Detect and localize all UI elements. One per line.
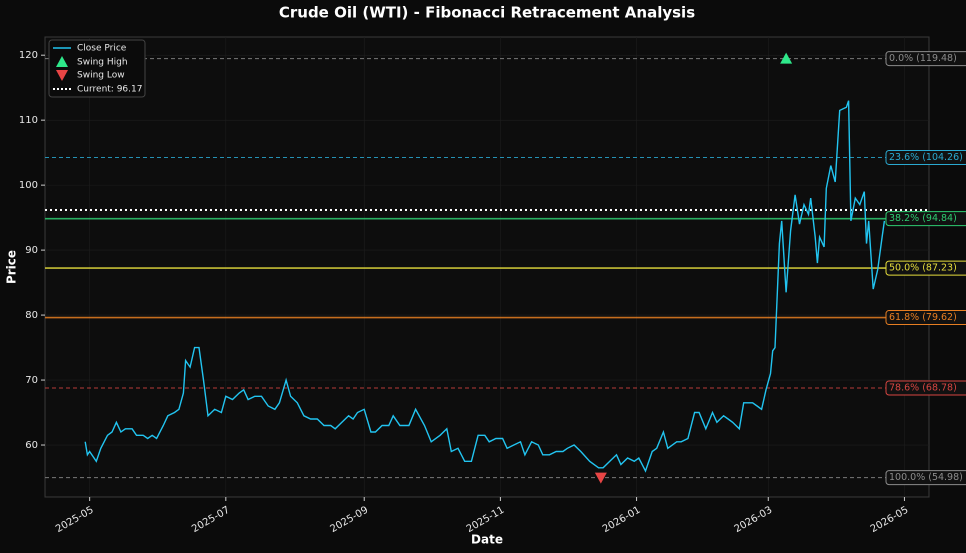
fib-label-box (885, 470, 966, 486)
legend-box (48, 39, 146, 98)
fib-label: 61.8% (79.62) (889, 312, 957, 323)
swing-low-marker (594, 472, 607, 484)
price-line (84, 100, 886, 473)
legend-label: Swing Low (77, 71, 125, 81)
y-tick-label: 100 (19, 180, 38, 191)
y-tick-label: 90 (25, 245, 38, 256)
y-tick-label: 70 (25, 375, 38, 386)
y-tick-label: 60 (25, 440, 38, 451)
swing-high-marker (780, 52, 793, 64)
fib-label-box (885, 149, 966, 165)
legend-label: Swing High (77, 58, 128, 68)
fib-label: 0.0% (119.48) (889, 53, 957, 64)
fib-label: 78.6% (68.78) (889, 382, 957, 393)
fib-label-box (885, 310, 966, 326)
y-axis-label: Price (5, 250, 19, 284)
y-tick-label: 110 (19, 115, 38, 126)
fib-label: 38.2% (94.84) (889, 213, 957, 224)
fib-label-box (885, 211, 966, 227)
fib-label: 50.0% (87.23) (889, 263, 957, 274)
y-tick-label: 120 (19, 50, 38, 61)
y-tick-label: 80 (25, 310, 38, 321)
fib-label-box (885, 380, 966, 396)
fib-label: 23.6% (104.26) (889, 152, 963, 163)
fib-label-box (885, 260, 966, 276)
legend-marker (56, 70, 68, 81)
chart-title: Crude Oil (WTI) - Fibonacci Retracement … (279, 4, 695, 22)
legend-marker (56, 56, 68, 67)
legend-label: Close Price (77, 44, 127, 54)
legend-label: Current: 96.17 (77, 85, 142, 95)
fib-label-box (885, 51, 966, 67)
plot-area (44, 36, 930, 498)
legend: Close Price Swing High Swing Low Current: 9… (48, 39, 146, 98)
x-axis-label: Date (471, 533, 503, 547)
fib-label: 100.0% (54.98) (889, 472, 963, 483)
